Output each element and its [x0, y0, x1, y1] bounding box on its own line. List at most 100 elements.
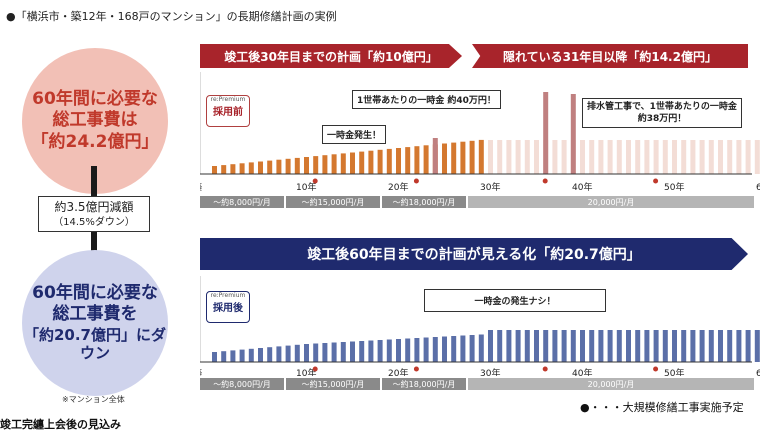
- bottom-price-band-3: ～約18,000円/月: [382, 378, 466, 390]
- top-chart: 新築 10年 20年 30年 40年 50年 60年: [200, 72, 760, 192]
- top-marker-dot: [413, 178, 419, 184]
- top-bar: [294, 157, 300, 174]
- bottom-bar: [396, 339, 401, 362]
- bottom-bar: [626, 330, 631, 362]
- circle-bottom-line-3: 「約20.7億円」にダウン: [23, 325, 166, 363]
- top-price-band-1: ～約8,000円/月: [200, 196, 284, 208]
- top-axis-label: 10年: [296, 181, 316, 192]
- top-bar: [230, 164, 236, 174]
- bottom-bar: [423, 337, 429, 362]
- top-chart-bars: [212, 92, 760, 174]
- bottom-axis-label: 40年: [572, 367, 592, 376]
- top-bar: [478, 139, 484, 174]
- bottom-chart-axis-labels: 新築 10年 20年 30年 40年 50年 60年: [200, 367, 760, 376]
- bottom-bar: [386, 339, 392, 362]
- circle-bottom-line-1: 60年間に必要な: [32, 283, 158, 303]
- callout-drain-line-2: 約38万円！: [637, 114, 687, 124]
- bottom-bar: [294, 344, 300, 362]
- bottom-axis-label: 60年: [756, 367, 760, 376]
- bottom-bar: [736, 330, 742, 362]
- top-bar: [699, 140, 705, 174]
- bottom-bar: [552, 330, 558, 362]
- bottom-bar: [644, 330, 650, 362]
- bottom-bar: [285, 345, 291, 362]
- top-bar: [221, 165, 227, 174]
- bottom-bar: [497, 330, 503, 362]
- top-bar: [681, 140, 687, 174]
- legend-text: ●・・・大規模修繕工事実施予定: [580, 401, 744, 414]
- top-price-band-3: ～約18,000円/月: [382, 196, 466, 208]
- bottom-axis-label: 50年: [664, 367, 684, 376]
- callout-no-lump-sum: 一時金の発生ナシ！: [424, 289, 606, 312]
- top-bar: [635, 140, 641, 174]
- top-bar: [377, 149, 383, 174]
- bottom-bar: [607, 330, 613, 362]
- callout-drain-line-1: 排水管工事で、1世帯あたりの一時金: [587, 102, 737, 112]
- top-bar: [745, 140, 751, 174]
- circle-top-line-2: 総工事費は: [52, 110, 138, 131]
- banner-60-years: 竣工後60年目までの計画が見える化「約20.7億円」: [200, 238, 748, 270]
- top-axis-label: 20年: [388, 181, 408, 192]
- bottom-axis-label: 30年: [480, 367, 500, 376]
- top-bar: [580, 140, 585, 174]
- bottom-marker-dot: [653, 366, 659, 372]
- reduction-box: 約3.5億円減額 （14.5%ダウン）: [38, 196, 150, 232]
- top-chart-axis-labels: 新築 10年 20年 30年 40年 50年 60年: [200, 181, 760, 192]
- bottom-bar: [368, 340, 374, 362]
- top-bar: [754, 140, 760, 174]
- bottom-bar: [635, 330, 641, 362]
- bottom-bar: [432, 337, 438, 362]
- bottom-bar: [534, 330, 539, 362]
- bottom-axis-label: 新築: [200, 367, 202, 376]
- top-marker-dot: [312, 178, 318, 184]
- top-spike-bar: [570, 94, 576, 174]
- top-bar: [552, 140, 558, 174]
- top-bar: [212, 166, 217, 174]
- top-axis-label: 新築: [200, 181, 202, 192]
- bottom-bar: [506, 330, 512, 362]
- bottom-bar: [690, 330, 696, 362]
- top-spike-bar: [543, 92, 549, 174]
- top-axis-label: 40年: [572, 181, 592, 192]
- bottom-bar: [248, 348, 254, 362]
- bottom-bar: [745, 330, 751, 362]
- bottom-bar: [754, 330, 760, 362]
- bottom-bar: [451, 336, 457, 362]
- bottom-bar: [267, 347, 273, 362]
- top-bar: [718, 140, 723, 174]
- premium-tag-main: 採用前: [213, 107, 243, 118]
- bottom-bar: [258, 348, 263, 362]
- top-price-band-2: ～約15,000円/月: [286, 196, 380, 208]
- bottom-bar: [598, 330, 604, 362]
- bottom-bar: [230, 350, 236, 362]
- top-bar: [616, 140, 622, 174]
- top-bar: [396, 148, 401, 174]
- top-bar: [561, 140, 567, 174]
- bottom-bar: [442, 336, 447, 362]
- top-bar: [534, 140, 539, 174]
- bottom-bar: [708, 330, 714, 362]
- top-bar: [488, 140, 493, 174]
- top-bar: [598, 140, 604, 174]
- bottom-bar: [331, 342, 337, 362]
- bottom-bar: [515, 330, 521, 362]
- top-bar: [524, 140, 530, 174]
- bottom-bar: [662, 330, 668, 362]
- top-bar: [340, 153, 346, 174]
- mansion-note: ※マンション全体: [62, 395, 125, 404]
- bottom-bar: [524, 330, 530, 362]
- top-marker-dot: [653, 178, 659, 184]
- top-bar: [423, 145, 429, 174]
- bottom-bar: [212, 352, 217, 362]
- bottom-bar: [543, 330, 549, 362]
- top-bar: [442, 143, 447, 174]
- callout-lump-sum: 一時金発生！: [322, 125, 387, 144]
- top-bar: [322, 155, 328, 174]
- top-bar: [359, 151, 365, 174]
- premium-tag-small: re:Premium: [210, 96, 246, 103]
- top-bar: [313, 156, 319, 174]
- bottom-marker-dot: [312, 366, 318, 372]
- top-axis-label: 50年: [664, 181, 684, 192]
- bottom-bar: [340, 342, 346, 362]
- top-bar: [727, 140, 733, 174]
